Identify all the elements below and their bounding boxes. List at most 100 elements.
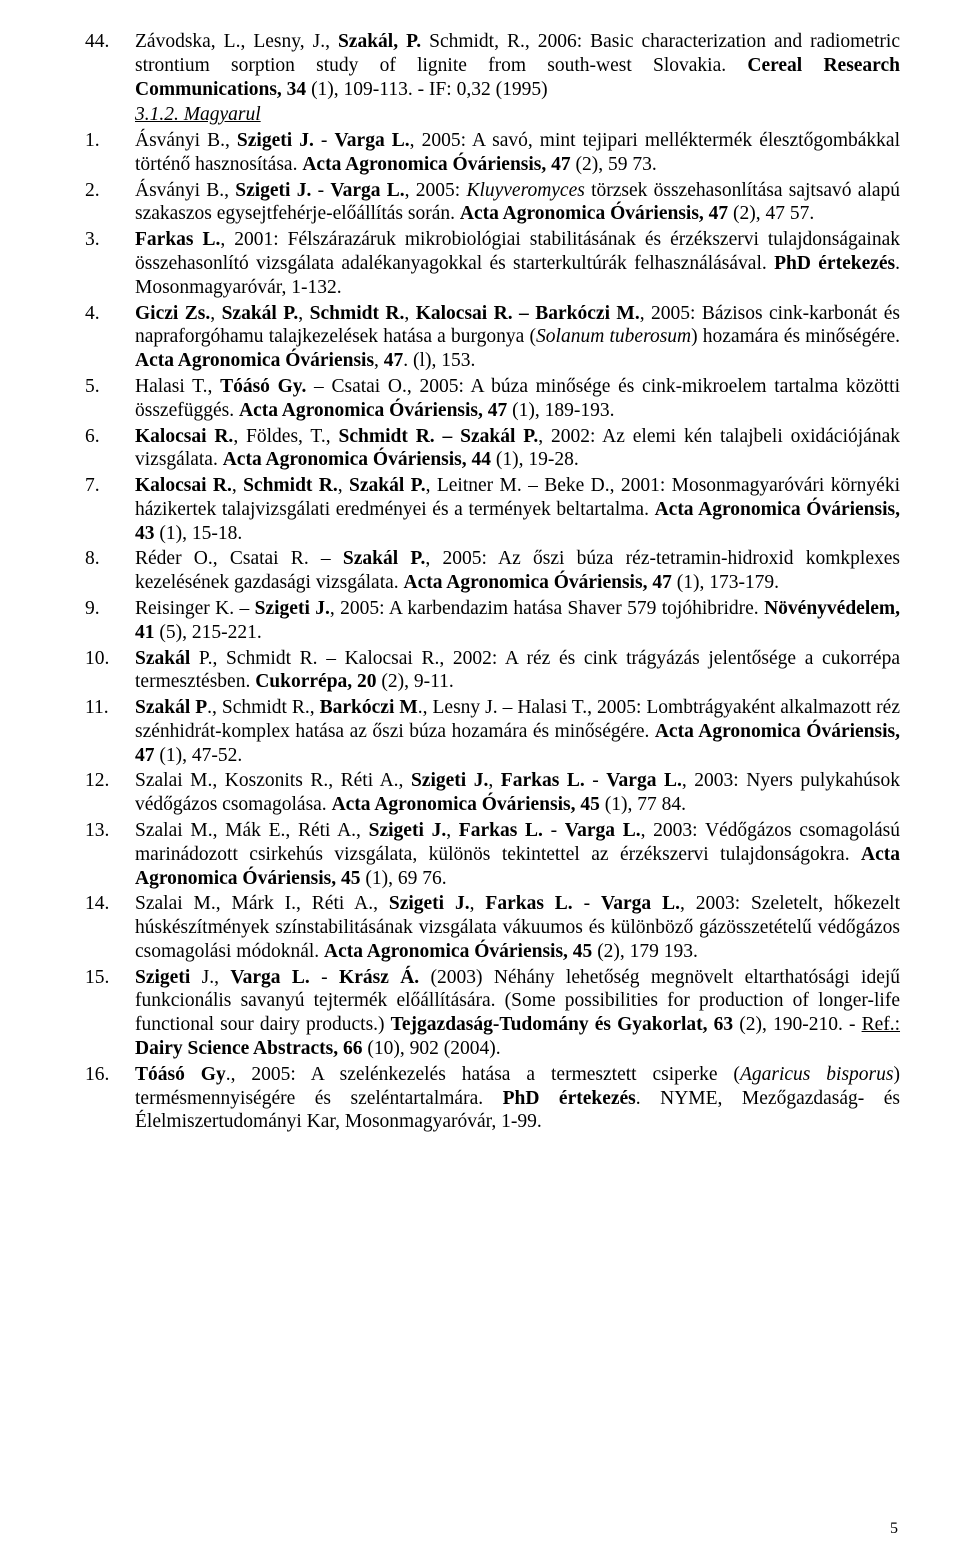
ref-text: Ásványi B., — [135, 130, 237, 151]
ref-text: , — [488, 770, 500, 791]
ref-text: (2), 190-210. - — [739, 1014, 861, 1035]
references-list: Závodska, L., Lesny, J., Szakál, P. Schm… — [85, 30, 900, 101]
ref-bold: Szakál P — [135, 697, 207, 718]
reference-item: 14.Szalai M., Márk I., Réti A., Szigeti … — [85, 892, 900, 963]
ref-number: 11. — [85, 696, 109, 720]
reference-item: 12.Szalai M., Koszonits R., Réti A., Szi… — [85, 769, 900, 817]
ref-bold: Szigeti J. — [235, 180, 311, 201]
ref-text: J., — [202, 967, 231, 988]
ref-bold: Acta Agronomica Óváriensis, 47 — [302, 154, 575, 175]
document-page: Závodska, L., Lesny, J., Szakál, P. Schm… — [0, 0, 960, 1556]
reference-item: 9.Reisinger K. – Szigeti J., 2005: A kar… — [85, 597, 900, 645]
ref-number: 9. — [85, 597, 100, 621]
ref-bold: Szakál — [135, 648, 199, 669]
reference-item: 15.Szigeti J., Varga L. - Krász Á. (2003… — [85, 966, 900, 1061]
ref-text: Závodska, L., Lesny, J., — [135, 31, 338, 52]
ref-number: 6. — [85, 425, 100, 449]
ref-number: 10. — [85, 647, 109, 671]
ref-italic: Kluyveromyces — [466, 180, 584, 201]
ref-bold: Acta Agronomica Óváriensis, 45 — [324, 941, 597, 962]
ref-text: Réder O., Csatai R. – — [135, 548, 343, 569]
ref-under: Ref.: — [862, 1014, 900, 1035]
reference-item: 4. Giczi Zs., Szakál P., Schmidt R., Kalo… — [85, 302, 900, 373]
reference-item: 7.Kalocsai R., Schmidt R., Szakál P., Le… — [85, 474, 900, 545]
ref-text: (1), 173-179. — [677, 572, 779, 593]
ref-number: 7. — [85, 474, 100, 498]
ref-text: (10), 902 (2004). — [367, 1038, 500, 1059]
ref-text: - — [311, 180, 330, 201]
ref-text: Szalai M., Koszonits R., Réti A., — [135, 770, 411, 791]
ref-number: 13. — [85, 819, 109, 843]
ref-number: 16. — [85, 1063, 109, 1087]
ref-text: (2), 59 73. — [576, 154, 657, 175]
ref-text: (2), 47 57. — [733, 203, 814, 224]
ref-bold: Szigeti J. — [411, 770, 488, 791]
ref-text: , — [374, 350, 384, 371]
ref-text: (1), 15-18. — [159, 523, 242, 544]
ref-number: 4. — [85, 302, 100, 326]
ref-bold: Varga L. — [565, 820, 641, 841]
ref-text: P., Schmidt R. – Kalocsai R., 2002: A ré… — [135, 648, 900, 693]
ref-text: , — [404, 303, 415, 324]
ref-text: - — [573, 893, 601, 914]
ref-text: , — [446, 820, 459, 841]
ref-bold: Szakál P. — [349, 475, 426, 496]
ref-bold: Acta Agronomica Óváriensis, 47 — [239, 400, 512, 421]
ref-text: , — [470, 893, 486, 914]
ref-bold: Schmidt R. — [243, 475, 338, 496]
ref-text: , 2005: — [405, 180, 467, 201]
ref-text: (1), 69 76. — [365, 868, 446, 889]
ref-bold: Szakál P. — [343, 548, 425, 569]
ref-text: - — [543, 820, 565, 841]
ref-bold: 47 — [384, 350, 404, 371]
ref-text: - — [314, 130, 335, 151]
ref-text: Reisinger K. – — [135, 598, 255, 619]
ref-bold: PhD értekezés — [774, 253, 895, 274]
ref-bold: Barkóczi M — [320, 697, 418, 718]
ref-bold: Varga L. — [606, 770, 682, 791]
ref-italic: Solanum tuberosum — [536, 326, 691, 347]
ref-bold: Acta Agronomica Óváriensis — [135, 350, 374, 371]
ref-bold: Szakál P. — [222, 303, 299, 324]
ref-text: (2), 9-11. — [381, 671, 453, 692]
ref-bold: Krász Á. — [339, 967, 419, 988]
ref-text: (2), 179 193. — [597, 941, 698, 962]
ref-bold: Szigeti J. — [255, 598, 330, 619]
ref-text: (1), 47-52. — [159, 745, 242, 766]
ref-text: Szalai M., Márk I., Réti A., — [135, 893, 389, 914]
ref-number: 1. — [85, 129, 100, 153]
ref-bold: Varga L. — [601, 893, 680, 914]
ref-text: , — [210, 303, 221, 324]
ref-bold: Varga L. — [230, 967, 321, 988]
reference-item: 6.Kalocsai R., Földes, T., Schmidt R. – … — [85, 425, 900, 473]
ref-text: , — [338, 475, 349, 496]
ref-bold: Szigeti — [135, 967, 202, 988]
ref-text: ., Schmidt R., — [207, 697, 319, 718]
ref-bold: Kalocsai R. — [135, 426, 233, 447]
ref-text: ., 2005: A szelénkezelés hatása a termes… — [226, 1064, 740, 1085]
ref-bold: Schmidt R. – Szakál P. — [339, 426, 539, 447]
ref-bold: Giczi Zs. — [135, 303, 210, 324]
ref-text: (5), 215-221. — [159, 622, 261, 643]
ref-bold: Szigeti J. — [237, 130, 314, 151]
ref-bold: Tóásó Gy — [135, 1064, 226, 1085]
ref-bold: Kalocsai R. — [135, 475, 232, 496]
ref-bold: Farkas L. — [135, 229, 220, 250]
ref-bold: Varga L. — [335, 130, 410, 151]
ref-text: Halasi T., — [135, 376, 220, 397]
ref-bold: Dairy Science Abstracts, 66 — [135, 1038, 367, 1059]
ref-bold: Kalocsai R. – Barkóczi M. — [416, 303, 640, 324]
reference-item: 13.Szalai M., Mák E., Réti A., Szigeti J… — [85, 819, 900, 890]
ref-bold: Acta Agronomica Óváriensis, 45 — [332, 794, 605, 815]
ref-bold: Farkas L. — [485, 893, 572, 914]
ref-number: 15. — [85, 966, 109, 990]
subsection-heading: 3.1.2. Magyarul — [85, 103, 900, 127]
ref-bold: Cukorrépa, 20 — [255, 671, 381, 692]
reference-item: 2.Ásványi B., Szigeti J. - Varga L., 200… — [85, 179, 900, 227]
ref-text: Ásványi B., — [135, 180, 235, 201]
ref-bold: Schmidt R. — [310, 303, 405, 324]
ref-number: 8. — [85, 547, 100, 571]
ref-bold: Szigeti J. — [369, 820, 447, 841]
ref-text: - — [321, 967, 339, 988]
ref-text: ) hozamára és minőségére. — [691, 326, 900, 347]
